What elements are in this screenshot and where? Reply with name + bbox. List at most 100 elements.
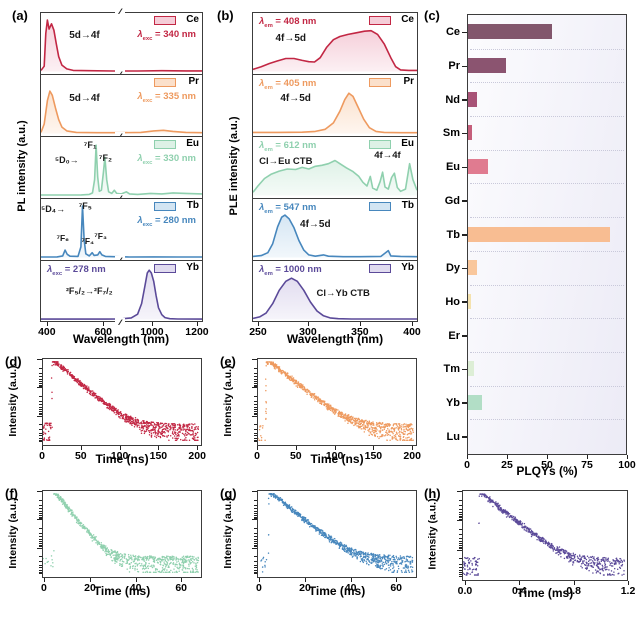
legend-swatch-ce <box>154 16 176 25</box>
axis-break-marker: ∕∕ <box>114 318 125 327</box>
transition-annotation: ⁷F₆ <box>56 232 70 243</box>
gridline <box>470 217 624 219</box>
curve-line <box>253 159 417 193</box>
legend-swatch-yb <box>369 264 391 273</box>
axis-tick <box>197 446 199 450</box>
panel-c-x-axis-title: PLQYs (%) <box>516 464 578 478</box>
log-tick <box>39 384 42 386</box>
gridline <box>470 250 624 252</box>
log-tick <box>37 519 42 521</box>
log-tick <box>459 511 462 513</box>
tick-label: 40 <box>129 582 142 594</box>
bar-sm <box>468 125 472 141</box>
log-tick <box>39 544 42 546</box>
log-tick <box>252 547 257 549</box>
log-tick <box>459 504 462 506</box>
category-label-dy: Dy <box>445 262 460 275</box>
gridline <box>470 116 624 118</box>
log-tick <box>254 386 257 388</box>
log-tick <box>39 439 42 441</box>
spectrum-row-pr: Pr λexc = 335 nm 5d→4f <box>40 74 203 137</box>
log-tick <box>457 520 462 522</box>
axis-tick <box>412 322 414 326</box>
bar-dy <box>468 260 478 276</box>
log-tick <box>254 569 257 571</box>
log-tick <box>459 576 462 578</box>
axis-tick <box>396 578 398 582</box>
lambda-value: = 1000 nm <box>272 264 322 275</box>
log-tick <box>254 571 257 573</box>
log-tick <box>254 441 257 443</box>
log-tick <box>254 435 257 437</box>
axis-break-marker: ∕∕ <box>114 7 125 16</box>
spectrum-row-tb: Tb λexc = 280 nm ⁵D₄→ ⁷F₅ ⁷F₆ ⁷F₄ ⁷F₃ <box>40 198 203 261</box>
transition-annotation: ⁷F₁ <box>83 140 97 150</box>
tick-label: 400 <box>38 326 56 338</box>
axis-tick <box>507 455 508 459</box>
log-tick <box>459 543 462 545</box>
lambda-symbol: λ <box>137 91 143 102</box>
log-tick <box>39 508 42 510</box>
panel-h-label: (h) <box>424 486 441 501</box>
excitation-emission-label: λexc = 340 nm <box>137 29 196 42</box>
log-tick <box>39 504 42 506</box>
lambda-symbol: λ <box>259 140 265 151</box>
tick-label: 150 <box>149 450 168 462</box>
tick-label: 0 <box>255 582 262 594</box>
decay-scatter-ce <box>43 361 200 441</box>
spectrum-curve-tb <box>41 205 202 258</box>
excitation-emission-label: λexc = 335 nm <box>137 91 196 104</box>
log-tick <box>254 439 257 441</box>
lambda-symbol: λ <box>259 264 265 275</box>
legend-swatch-ce <box>369 16 391 25</box>
log-tick <box>39 516 42 518</box>
transition-annotation: Cl→Eu CTB <box>259 156 313 168</box>
bar-nd <box>468 91 478 107</box>
log-tick <box>39 395 42 397</box>
panel-d-label: (d) <box>5 354 22 369</box>
gridline <box>470 419 624 421</box>
log-tick <box>254 412 257 414</box>
log-tick <box>252 359 257 360</box>
tick-label: 100 <box>110 450 129 462</box>
spectrum-curve-ce <box>253 29 417 72</box>
axis-tick <box>359 322 361 326</box>
log-tick <box>459 537 462 539</box>
lambda-subscript: exc <box>142 221 153 228</box>
category-label-er: Er <box>448 329 460 342</box>
panel-a-y-axis-title: PL intensity (a.u.) <box>16 120 28 212</box>
tick-label: 300 <box>299 326 317 338</box>
spectrum-row-ce: Ce λexc = 340 nm 5d→4f <box>40 12 203 75</box>
panel-b-y-axis-title: PLE intensity (a.u.) <box>228 116 240 216</box>
curve-line <box>253 92 417 134</box>
log-tick <box>252 387 257 389</box>
category-label-tb: Tb <box>446 228 460 241</box>
log-tick <box>459 558 462 560</box>
tick-label: 150 <box>364 450 383 462</box>
category-label-eu: Eu <box>445 161 460 174</box>
decay-points <box>463 493 626 576</box>
legend-element-label: Yb <box>401 262 414 273</box>
curve-fill <box>253 215 417 258</box>
panel-c-label: (c) <box>424 8 440 23</box>
panel-e-x-axis-title: Time (ns) <box>310 452 364 466</box>
tick-label: 100 <box>325 450 344 462</box>
decay-points <box>43 361 200 441</box>
transition-annotation: 4f→5d <box>275 33 306 45</box>
log-tick <box>254 546 257 548</box>
curve-fill <box>253 93 417 134</box>
log-tick <box>254 518 257 520</box>
log-tick <box>459 540 462 542</box>
log-tick <box>254 384 257 386</box>
log-tick <box>39 536 42 538</box>
category-tick <box>462 99 467 101</box>
log-tick <box>459 548 462 550</box>
transition-annotation: ⁷F₅ <box>78 201 92 212</box>
log-tick <box>254 504 257 506</box>
axis-tick <box>42 446 43 450</box>
log-tick <box>254 510 257 512</box>
spectrum-row-pr: Pr λem = 405 nm 4f→5d <box>252 74 418 137</box>
spectrum-row-eu: Eu λexc = 330 nm ⁵D₀→ ⁷F₁ ⁷F₂ <box>40 136 203 199</box>
lambda-value: = 335 nm <box>152 91 196 102</box>
